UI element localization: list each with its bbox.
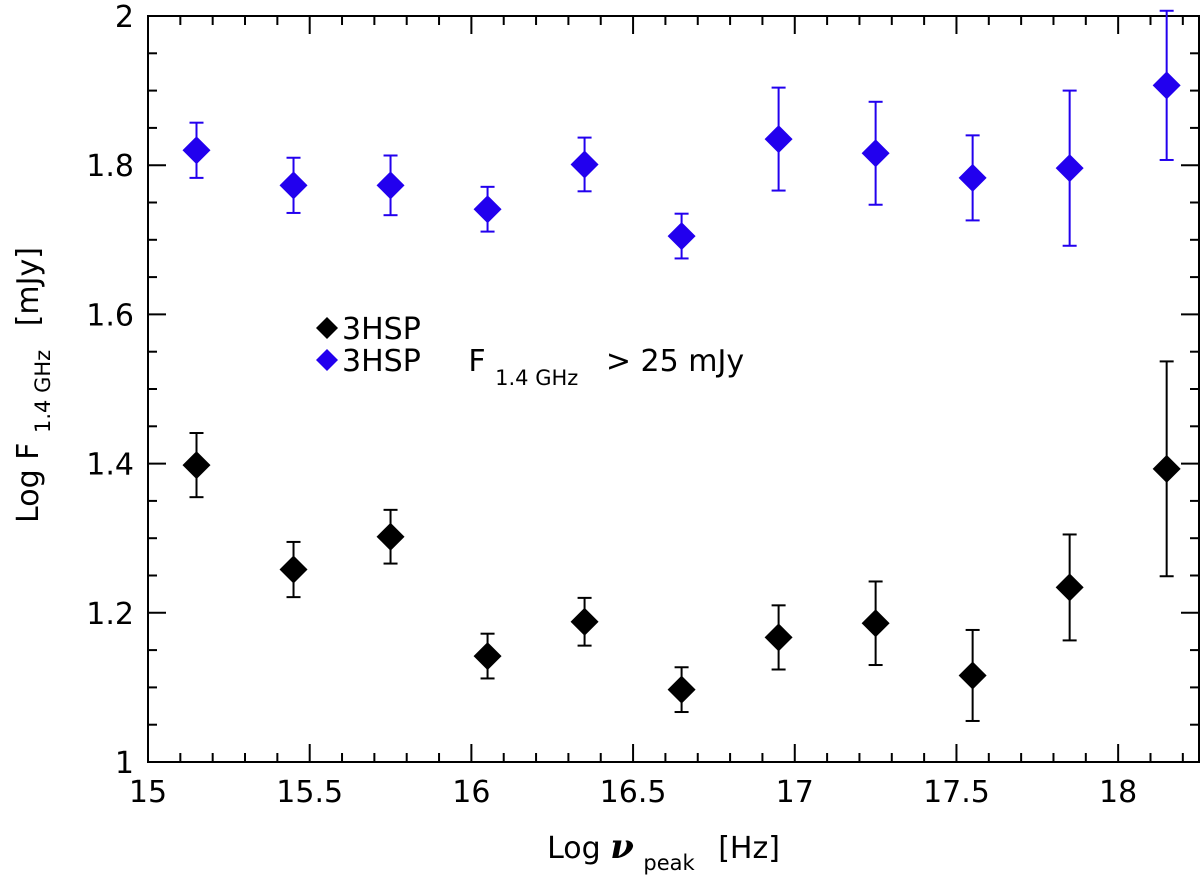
series-1 bbox=[182, 9, 1181, 260]
data-point bbox=[473, 195, 502, 224]
data-point bbox=[861, 139, 890, 168]
y-axis-title-sub: 1.4 GHz bbox=[31, 350, 55, 433]
data-point bbox=[958, 661, 987, 690]
data-point bbox=[1152, 454, 1181, 483]
x-axis-title-unit: [Hz] bbox=[718, 831, 780, 866]
x-tick-label: 18 bbox=[1099, 775, 1137, 810]
x-axis-title-main: Log bbox=[547, 831, 610, 866]
x-tick-label: 16 bbox=[452, 775, 490, 810]
y-axis-title-unit: [mJy] bbox=[11, 247, 46, 326]
x-tick-label: 15.5 bbox=[276, 775, 343, 810]
data-point bbox=[182, 136, 211, 165]
x-tick-label: 17 bbox=[776, 775, 814, 810]
axes-layer: 15 15.5 16 16.5 17 17.5 18 1 1.2 1.4 1.6 1.8 2 bbox=[86, 0, 1200, 810]
y-tick-label: 1 bbox=[115, 746, 134, 781]
legend-marker-blue bbox=[316, 349, 338, 371]
data-point bbox=[1055, 154, 1084, 183]
data-point bbox=[182, 451, 211, 480]
x-axis-title-sub: peak bbox=[643, 851, 695, 875]
x-tick-label: 16.5 bbox=[600, 775, 667, 810]
legend-marker-black bbox=[316, 317, 338, 339]
data-point bbox=[279, 555, 308, 584]
data-point bbox=[958, 163, 987, 192]
data-point bbox=[1055, 573, 1084, 602]
y-tick-label: 2 bbox=[115, 0, 134, 35]
x-axis-title-symbol: ν bbox=[610, 827, 634, 867]
y-tick-label: 1.8 bbox=[86, 149, 134, 184]
legend-label-3hsp-bright: 3HSP F 1.4 GHz > 25 mJy bbox=[342, 344, 744, 393]
data-point bbox=[376, 171, 405, 200]
plot-frame bbox=[147, 15, 1200, 763]
data-point bbox=[570, 607, 599, 636]
legend-condition-rest: > 25 mJy bbox=[606, 344, 744, 379]
y-tick-label: 1.6 bbox=[86, 298, 134, 333]
data-point bbox=[473, 642, 502, 671]
data-point bbox=[1152, 71, 1181, 100]
y-axis-title-main: Log F bbox=[11, 443, 46, 523]
y-axis-title: Log F 1.4 GHz [mJy] bbox=[11, 247, 58, 523]
data-point bbox=[667, 222, 696, 251]
legend-condition-main: F bbox=[468, 344, 485, 379]
legend-condition-sub: 1.4 GHz bbox=[495, 366, 578, 390]
legend-label-3hsp-bright-name: 3HSP bbox=[342, 344, 421, 379]
x-axis-title: Log ν peak [Hz] bbox=[547, 827, 780, 878]
x-tick-label: 17.5 bbox=[923, 775, 990, 810]
y-tick-label: 1.4 bbox=[86, 448, 134, 483]
data-point bbox=[861, 609, 890, 638]
series-0 bbox=[182, 360, 1181, 722]
series-layer bbox=[182, 9, 1181, 722]
data-point bbox=[667, 675, 696, 704]
legend-label-3hsp: 3HSP bbox=[342, 312, 421, 347]
data-point bbox=[570, 150, 599, 179]
data-point bbox=[279, 171, 308, 200]
y-tick-label: 1.2 bbox=[86, 597, 134, 632]
data-point bbox=[764, 623, 793, 652]
data-point bbox=[764, 125, 793, 154]
x-tick-label: 15 bbox=[129, 775, 167, 810]
legend: 3HSP 3HSP F 1.4 GHz > 25 mJy bbox=[316, 312, 744, 393]
data-point bbox=[376, 522, 405, 551]
